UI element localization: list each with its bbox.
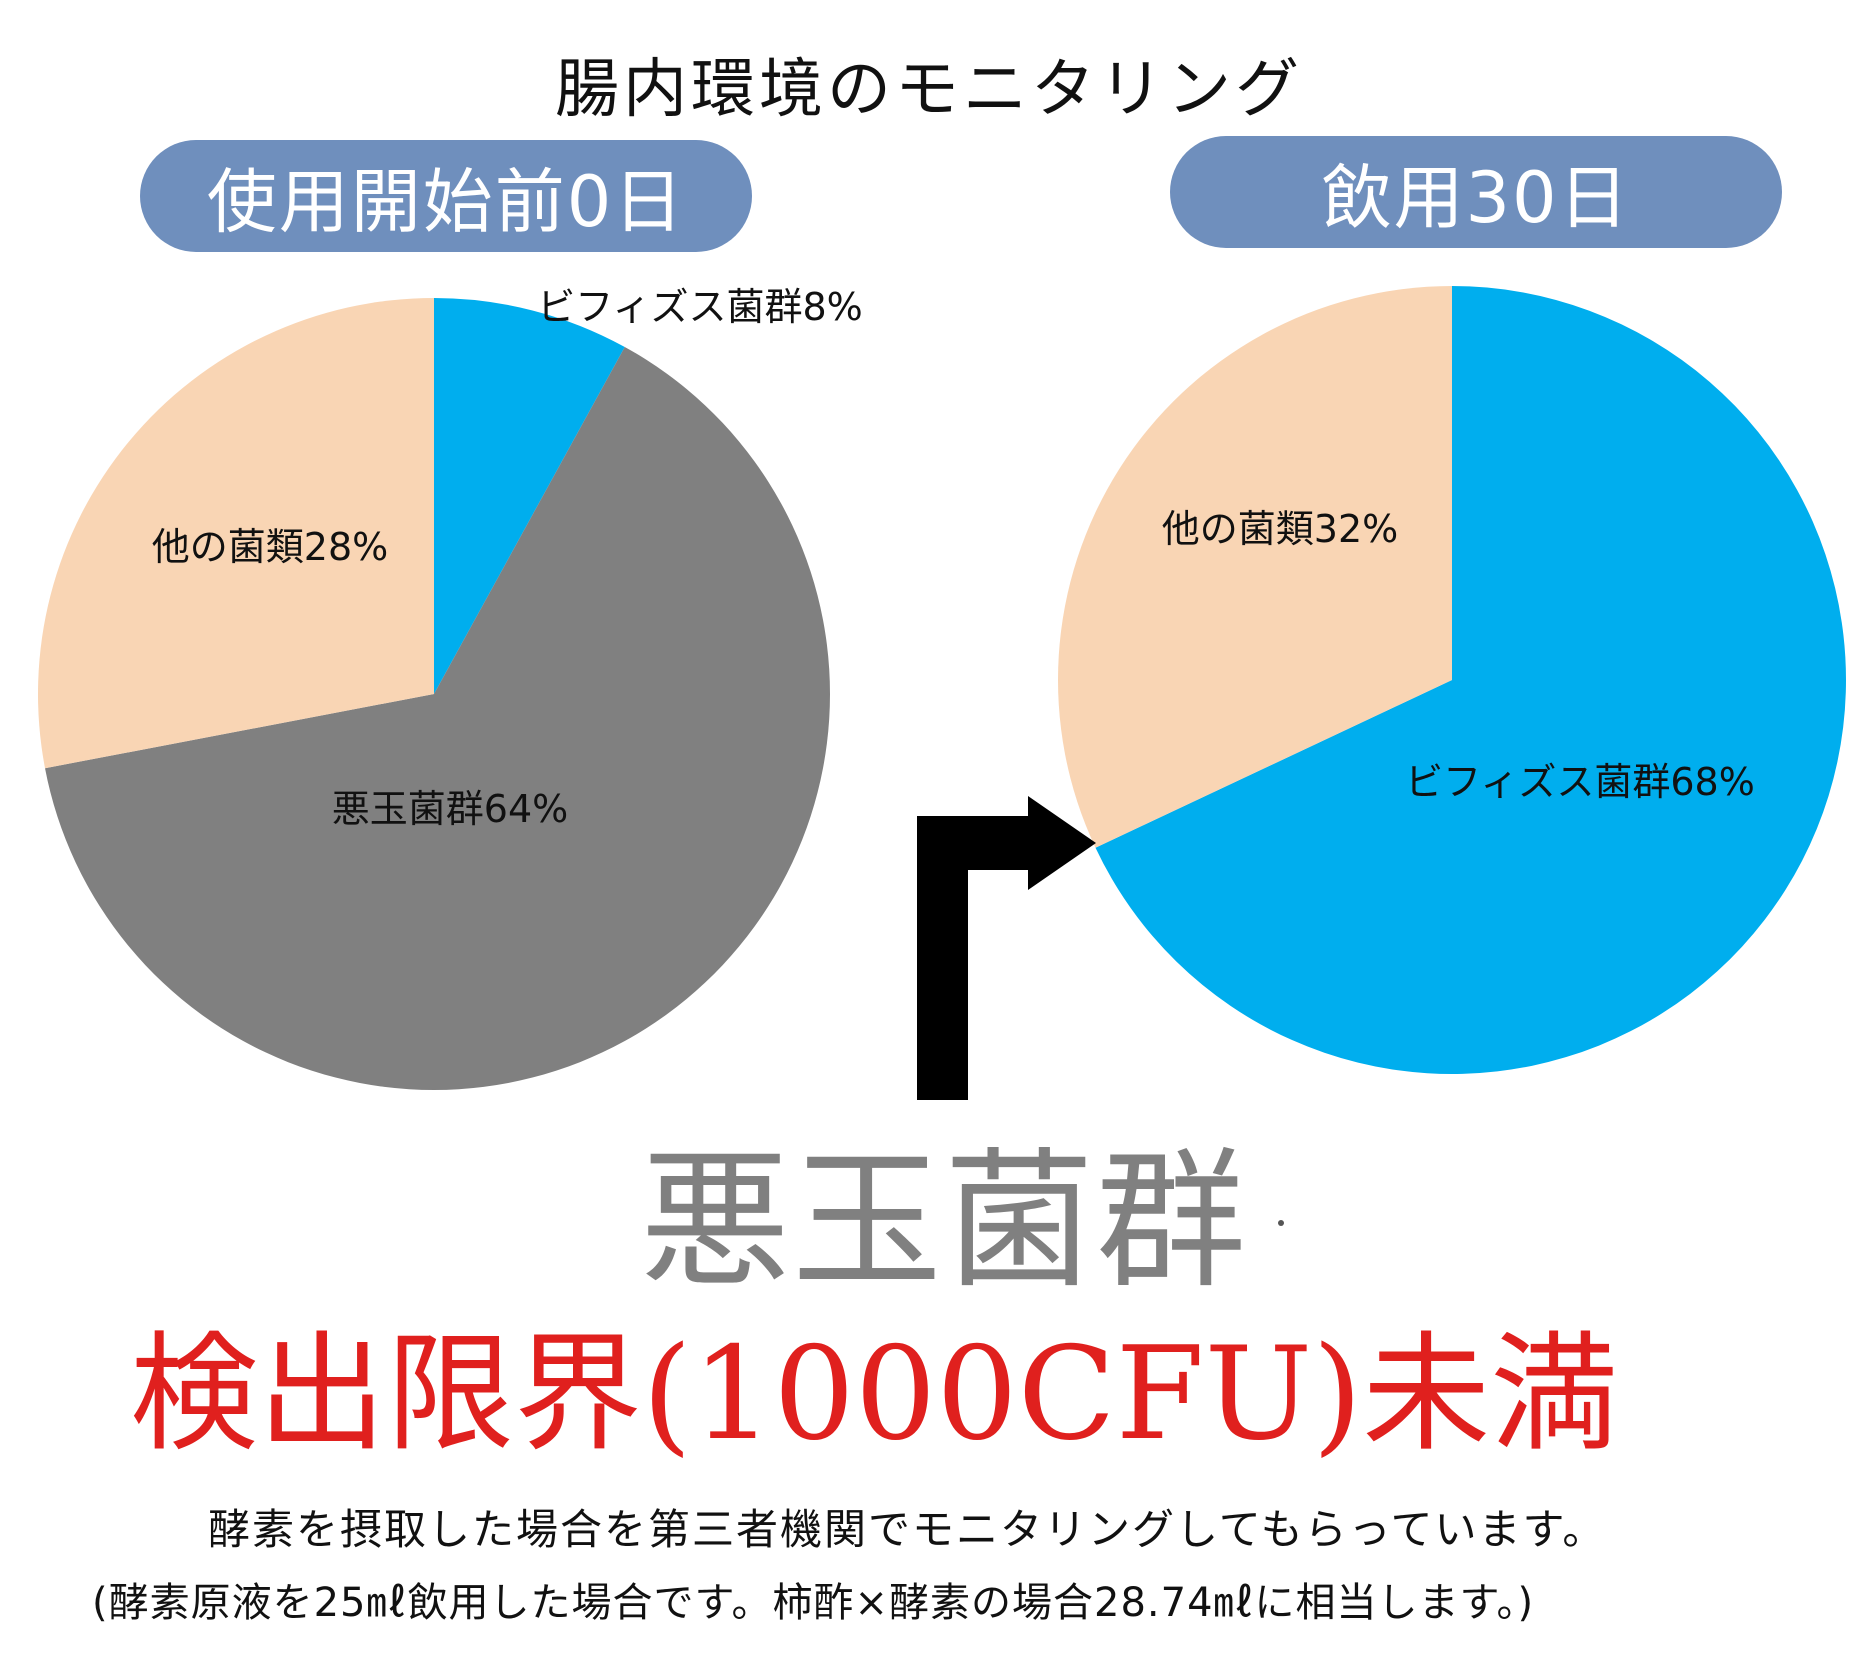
pie-chart-before: ビフィズス菌群8% 悪玉菌群64% 他の菌類28%	[37, 285, 863, 1090]
footnote-line-2: (酵素原液を25㎖飲用した場合です。柿酢×酵素の場合28.74㎖に相当します。)	[92, 1580, 1535, 1626]
slice-other-label: 他の菌類28%	[152, 525, 388, 569]
page-title: 腸内環境のモニタリング	[555, 53, 1303, 127]
slice-bad-bacteria-label: 悪玉菌群64%	[332, 787, 568, 831]
slice-bifidus-label: ビフィズス菌群68%	[1405, 760, 1755, 804]
bad-bacteria-heading: 悪玉菌群	[640, 1135, 1249, 1309]
decorative-dot	[1278, 1220, 1284, 1226]
slice-bifidus-label: ビフィズス菌群8%	[537, 285, 863, 329]
before-label-pill: 使用開始前0日	[140, 140, 752, 252]
footnote-line-1: 酵素を摂取した場合を第三者機関でモニタリングしてもらっています。	[208, 1505, 1607, 1554]
slice-bifidus	[1095, 286, 1846, 1074]
pie-chart-after: ビフィズス菌群68% 他の菌類32%	[1058, 285, 1846, 1074]
bent-arrow-right-icon	[917, 796, 1096, 1100]
after-label-pill: 飲用30日	[1170, 136, 1782, 248]
slice-bad-bacteria	[45, 346, 830, 1090]
slice-bifidus	[434, 298, 625, 694]
slice-other	[37, 298, 434, 769]
detection-limit-note: 検出限界(1000CFU)未満	[130, 1320, 1619, 1469]
slice-other	[1058, 285, 1452, 848]
slice-other-label: 他の菌類32%	[1162, 507, 1398, 551]
